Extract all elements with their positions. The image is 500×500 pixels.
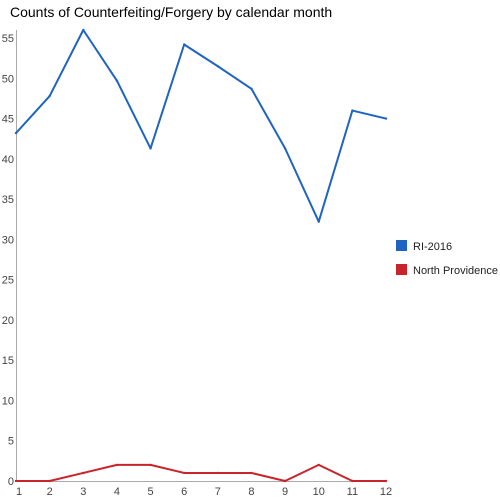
legend: RI-2016 North Providence (396, 240, 498, 277)
chart-title: Counts of Counterfeiting/Forgery by cale… (10, 4, 332, 20)
y-tick-label: 50 (2, 73, 14, 85)
data-point (14, 479, 18, 483)
y-tick-label: 15 (2, 355, 14, 367)
series-lines (14, 28, 388, 483)
x-tick-label: 12 (380, 486, 392, 498)
x-axis-ticks: 1 2 3 4 5 6 7 8 9 10 11 12 (16, 486, 392, 498)
data-point (115, 463, 119, 467)
x-tick-label: 1 (16, 486, 22, 498)
y-axis-ticks: 0 5 10 15 20 25 30 35 40 45 50 55 (2, 33, 14, 488)
data-point (82, 471, 85, 475)
data-point (182, 471, 186, 475)
data-point (384, 117, 388, 120)
y-tick-label: 30 (2, 234, 14, 246)
legend-label: North Providence (413, 265, 498, 277)
data-point (283, 479, 287, 483)
y-tick-label: 55 (2, 33, 14, 45)
y-tick-label: 20 (2, 315, 14, 327)
x-tick-label: 8 (248, 486, 254, 498)
y-tick-label: 35 (2, 194, 14, 206)
x-tick-label: 6 (181, 486, 187, 498)
y-tick-label: 45 (2, 114, 14, 126)
x-tick-label: 11 (347, 486, 358, 498)
x-tick-label: 9 (282, 486, 288, 498)
series-line (15, 29, 387, 223)
data-point (182, 43, 186, 46)
y-tick-label: 0 (8, 476, 14, 488)
data-point (149, 147, 152, 150)
x-tick-label: 4 (114, 486, 120, 498)
data-point (48, 94, 51, 98)
data-point (48, 479, 51, 483)
x-tick-label: 7 (215, 486, 221, 498)
x-tick-label: 3 (80, 486, 86, 498)
legend-swatch (396, 264, 407, 275)
legend-swatch (396, 240, 407, 251)
data-point (250, 471, 253, 475)
data-point (14, 131, 18, 135)
data-point (250, 87, 253, 90)
data-point (317, 463, 320, 467)
data-point (283, 147, 287, 150)
legend-label: RI-2016 (413, 241, 452, 253)
data-point (351, 109, 354, 112)
data-point (351, 479, 354, 483)
data-point (216, 65, 220, 68)
y-tick-label: 25 (2, 275, 14, 287)
data-point (384, 479, 388, 483)
series-line (16, 463, 386, 482)
x-tick-label: 2 (47, 486, 53, 498)
data-point (82, 28, 85, 32)
y-tick-label: 5 (8, 436, 14, 448)
y-tick-label: 10 (2, 395, 14, 407)
data-point (149, 463, 152, 467)
y-tick-label: 40 (2, 154, 14, 166)
x-tick-label: 5 (147, 486, 153, 498)
data-point (115, 79, 119, 82)
x-tick-label: 10 (313, 486, 325, 498)
data-point (317, 220, 320, 223)
data-point (216, 471, 220, 475)
